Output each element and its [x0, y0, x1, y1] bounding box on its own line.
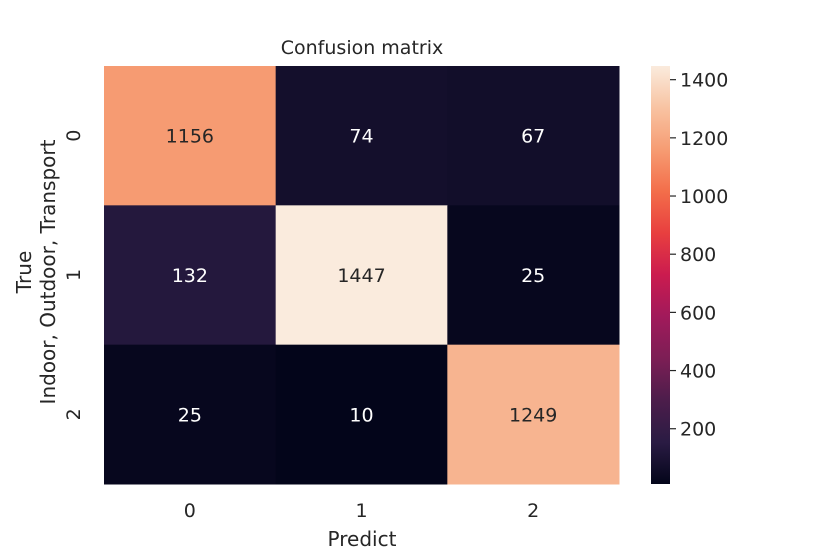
- cell-value-r0-c1: 74: [349, 126, 373, 148]
- y-tick-label: 2: [63, 408, 85, 420]
- heatmap-cell-r1-c0: [104, 205, 277, 346]
- cell-value-r1-c0: 132: [172, 265, 208, 287]
- heatmap-cell-r1-c1: [275, 205, 448, 346]
- colorbar-tick-label: 1400: [680, 70, 728, 92]
- x-tick-label: 2: [527, 500, 539, 522]
- colorbar: [651, 66, 670, 484]
- x-axis-label: Predict: [328, 527, 397, 551]
- heatmap-cell-r2-c2: [447, 344, 620, 485]
- x-tick-label: 0: [184, 500, 196, 522]
- cell-value-r0-c2: 67: [521, 126, 545, 148]
- y-tick-labels: 0 1 2: [63, 130, 85, 421]
- heatmap-cell-r0-c2: [447, 66, 620, 206]
- colorbar-tick-label: 1000: [680, 186, 728, 208]
- cell-value-r0-c0: 1156: [166, 126, 214, 148]
- y-tick-label: 1: [63, 269, 85, 281]
- heatmap-cell-r1-c2: [447, 205, 620, 346]
- colorbar-tick-label: 400: [680, 361, 716, 383]
- colorbar-tick-label: 200: [680, 419, 716, 441]
- heatmap-cell-r0-c0: [104, 66, 277, 206]
- colorbar-tick-label: 800: [680, 244, 716, 266]
- y-tick-label: 0: [63, 130, 85, 142]
- heatmap-cell-r2-c0: [104, 344, 277, 485]
- y-axis-label-line2: Indoor, Outdoor, Transport: [36, 139, 60, 404]
- x-tick-label: 1: [355, 500, 367, 522]
- heatmap-cell-r0-c1: [275, 66, 448, 206]
- chart-title: Confusion matrix: [281, 37, 443, 59]
- heatmap-cell-labels: 1156 74 67 132 1447 25 25 10 1249: [166, 126, 558, 427]
- cell-value-r1-c1: 1447: [337, 265, 385, 287]
- colorbar-tick-label: 1200: [680, 128, 728, 150]
- heatmap-cell-r2-c1: [275, 344, 448, 485]
- x-tick-labels: 0 1 2: [184, 500, 539, 522]
- cell-value-r2-c0: 25: [178, 404, 202, 426]
- y-axis-label-line1: True: [12, 251, 36, 294]
- cell-value-r2-c1: 10: [349, 404, 373, 426]
- cell-value-r2-c2: 1249: [509, 404, 557, 426]
- heatmap-cells: [104, 66, 620, 485]
- colorbar-ticks: 200 400 600 800 1000 1200 1400: [670, 70, 728, 441]
- cell-value-r1-c2: 25: [521, 265, 545, 287]
- colorbar-tick-label: 600: [680, 302, 716, 324]
